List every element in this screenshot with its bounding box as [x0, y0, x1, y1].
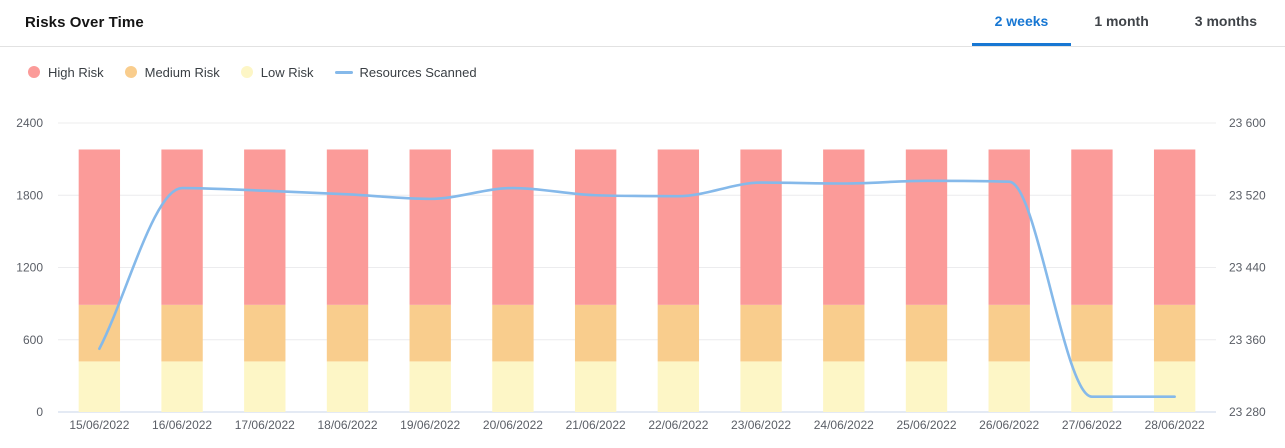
- bar-segment-medium-risk[interactable]: [988, 304, 1030, 362]
- bar-segment-medium-risk[interactable]: [492, 304, 534, 362]
- bar-segment-high-risk[interactable]: [905, 149, 948, 305]
- bar-segment-high-risk[interactable]: [1071, 149, 1113, 305]
- bar-segment-low-risk[interactable]: [492, 361, 534, 412]
- bar-segment-low-risk[interactable]: [1071, 361, 1113, 412]
- bar-segment-high-risk[interactable]: [574, 149, 617, 305]
- bar-segment-high-risk[interactable]: [823, 149, 865, 305]
- bar-segment-low-risk[interactable]: [823, 361, 865, 412]
- bar-segment-medium-risk[interactable]: [326, 304, 369, 362]
- x-axis-date-label: 28/06/2022: [1145, 418, 1205, 432]
- bar-segment-medium-risk[interactable]: [574, 304, 617, 362]
- bar-segment-high-risk[interactable]: [326, 149, 369, 305]
- legend-label: Medium Risk: [144, 64, 220, 80]
- bar-segment-medium-risk[interactable]: [78, 304, 121, 362]
- bar-segment-low-risk[interactable]: [574, 361, 617, 412]
- left-axis-tick-label: 1200: [16, 261, 43, 275]
- x-axis-date-label: 22/06/2022: [648, 418, 708, 432]
- right-axis-tick-label: 23 280: [1229, 405, 1266, 419]
- x-axis-date-label: 19/06/2022: [400, 418, 460, 432]
- resources-scanned-line[interactable]: [98, 179, 1176, 398]
- x-axis-date-label: 23/06/2022: [731, 418, 791, 432]
- bar-segment-medium-risk[interactable]: [1071, 304, 1113, 362]
- bar-segment-low-risk[interactable]: [326, 361, 369, 412]
- bar-segment-medium-risk[interactable]: [161, 304, 203, 362]
- bar-segment-low-risk[interactable]: [988, 361, 1030, 412]
- high-risk-marker-icon: [28, 66, 40, 78]
- bar-segment-high-risk[interactable]: [409, 149, 451, 305]
- x-axis-date-label: 26/06/2022: [979, 418, 1039, 432]
- header: Risks Over Time 2 weeks 1 month 3 months: [0, 0, 1285, 47]
- left-axis-tick-label: 2400: [16, 116, 43, 130]
- tab-3-months[interactable]: 3 months: [1194, 13, 1257, 29]
- bar-segment-low-risk[interactable]: [78, 361, 121, 412]
- chart-legend: High Risk Medium Risk Low Risk Resources…: [0, 47, 1285, 80]
- bar-segment-high-risk[interactable]: [740, 149, 782, 305]
- x-axis-date-label: 15/06/2022: [69, 418, 129, 432]
- bar-segment-medium-risk[interactable]: [905, 304, 948, 362]
- x-axis-date-label: 20/06/2022: [483, 418, 543, 432]
- bar-segment-low-risk[interactable]: [1153, 361, 1196, 412]
- bar-segment-high-risk[interactable]: [492, 149, 534, 305]
- chart-area: 0 600 1200 1800 2400 23 280 23 360 23 440 23 520…: [0, 100, 1285, 443]
- legend-item-resources-scanned[interactable]: Resources Scanned: [334, 64, 477, 80]
- tab-1-month[interactable]: 1 month: [1094, 13, 1149, 29]
- legend-label: Resources Scanned: [359, 64, 477, 80]
- bar-segment-low-risk[interactable]: [905, 361, 948, 412]
- resources-scanned-line-icon: [334, 70, 353, 74]
- x-axis-date-label: 24/06/2022: [814, 418, 874, 432]
- bar-segment-high-risk[interactable]: [244, 149, 286, 305]
- bar-segment-low-risk[interactable]: [244, 361, 286, 412]
- time-range-tabs: 2 weeks 1 month 3 months: [971, 0, 1280, 46]
- legend-item-low-risk[interactable]: Low Risk: [240, 64, 314, 80]
- bar-segment-high-risk[interactable]: [657, 149, 700, 305]
- bar-segment-low-risk[interactable]: [740, 361, 782, 412]
- bar-segment-low-risk[interactable]: [657, 361, 700, 412]
- bar-segment-medium-risk[interactable]: [740, 304, 782, 362]
- bar-segment-medium-risk[interactable]: [409, 304, 451, 362]
- bar-segment-medium-risk[interactable]: [657, 304, 700, 362]
- bar-segment-high-risk[interactable]: [988, 149, 1030, 305]
- right-axis-tick-label: 23 600: [1229, 116, 1266, 130]
- bar-segment-low-risk[interactable]: [409, 361, 451, 412]
- right-axis-tick-label: 23 360: [1229, 333, 1266, 347]
- x-axis-date-label: 18/06/2022: [317, 418, 377, 432]
- tab-2-weeks[interactable]: 2 weeks: [971, 0, 1072, 46]
- legend-item-high-risk[interactable]: High Risk: [28, 65, 104, 80]
- left-axis-tick-label: 0: [36, 405, 43, 419]
- right-axis-tick-label: 23 520: [1229, 188, 1266, 202]
- bar-segment-medium-risk[interactable]: [244, 304, 286, 362]
- x-axis-date-label: 25/06/2022: [896, 418, 956, 432]
- x-axis-date-label: 17/06/2022: [235, 418, 295, 432]
- legend-label: High Risk: [48, 64, 104, 80]
- bar-segment-high-risk[interactable]: [1153, 149, 1196, 305]
- left-axis-tick-label: 600: [23, 333, 43, 347]
- bar-segment-low-risk[interactable]: [161, 361, 203, 412]
- bar-segment-high-risk[interactable]: [161, 149, 203, 305]
- bar-segment-medium-risk[interactable]: [823, 304, 865, 362]
- page-title: Risks Over Time: [25, 14, 144, 31]
- risks-over-time-chart: 0 600 1200 1800 2400 23 280 23 360 23 440 23 520…: [16, 116, 1266, 432]
- bar-segment-high-risk[interactable]: [78, 149, 121, 305]
- x-axis-date-label: 27/06/2022: [1062, 418, 1122, 432]
- medium-risk-marker-icon: [124, 66, 137, 78]
- left-axis-tick-label: 1800: [16, 188, 43, 202]
- x-axis-date-label: 16/06/2022: [152, 418, 212, 432]
- x-axis-date-label: 21/06/2022: [566, 418, 626, 432]
- right-axis-tick-label: 23 440: [1229, 261, 1266, 275]
- legend-label: Low Risk: [260, 64, 314, 80]
- bar-segment-medium-risk[interactable]: [1153, 304, 1196, 362]
- legend-item-medium-risk[interactable]: Medium Risk: [124, 64, 220, 80]
- low-risk-marker-icon: [240, 66, 253, 78]
